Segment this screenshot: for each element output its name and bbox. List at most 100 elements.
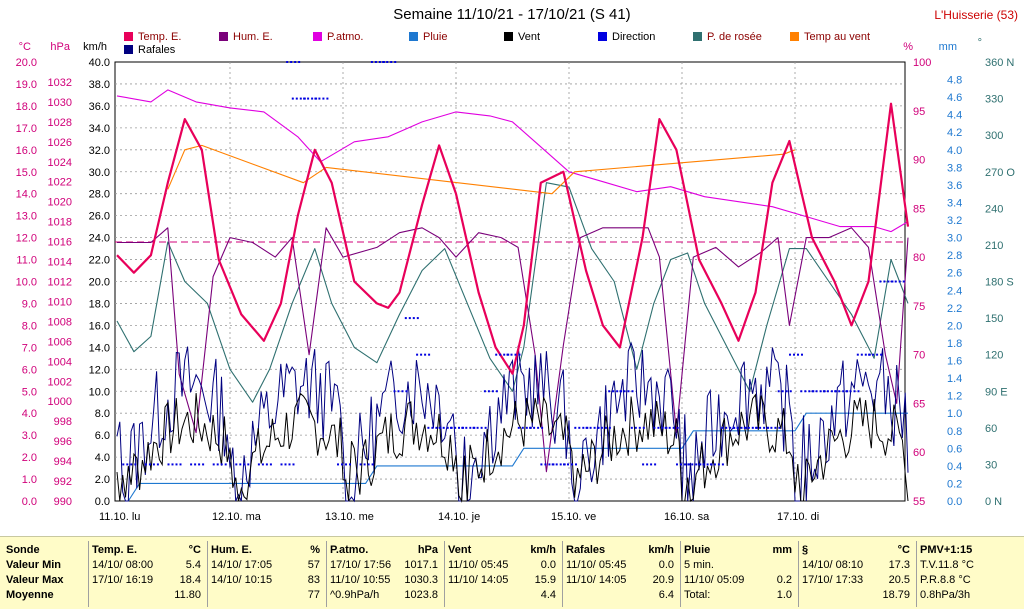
direction-mark <box>326 97 329 100</box>
direction-mark <box>341 463 343 466</box>
direction-mark <box>781 390 784 393</box>
direction-mark <box>668 426 671 429</box>
stats-rain-column: Pluie mm 5 min. 11/10/ 05:09 0.2 Total: 1.0 <box>684 544 792 601</box>
direction-mark <box>412 317 415 320</box>
direction-mark <box>653 426 656 429</box>
temp-tick-label: 13.0 <box>16 211 37 223</box>
direction-mark <box>540 463 543 466</box>
direction-mark <box>721 463 724 466</box>
direction-mark <box>202 463 205 466</box>
wind-tick-label: 38.0 <box>89 79 110 91</box>
rain-tick-label: 2.8 <box>947 250 962 262</box>
direction-mark <box>860 353 863 356</box>
direction-mark <box>826 390 829 393</box>
direction-mark <box>416 317 419 320</box>
direction-mark <box>695 463 698 466</box>
legend-item: Direction <box>598 31 655 43</box>
axis-unit-press: hPa <box>50 41 70 53</box>
direction-mark <box>318 97 321 100</box>
legend-label: Temp. E. <box>138 31 182 43</box>
wind-tick-label: 12.0 <box>89 364 110 376</box>
direction-mark <box>190 463 193 466</box>
direction-mark <box>691 463 694 466</box>
rain-tick-label: 3.8 <box>947 162 962 174</box>
direction-mark <box>544 463 547 466</box>
direction-mark <box>623 390 626 393</box>
dir-tick-label: 210 <box>985 240 1003 252</box>
direction-mark <box>853 390 856 393</box>
direction-mark <box>800 390 803 393</box>
direction-mark <box>604 426 607 429</box>
direction-mark <box>822 390 825 393</box>
direction-mark <box>808 390 811 393</box>
direction-mark <box>175 463 178 466</box>
temp-tick-label: 17.0 <box>16 123 37 135</box>
weather-chart: °C hPa km/h% mm ° 1.0 2.0 3.0 4.0 5.0 6.0 7.0 8.0 9.0… <box>16 37 1016 523</box>
press-tick-label: 1014 <box>48 257 72 269</box>
rain-tick-label: 4.2 <box>947 127 962 139</box>
site-name: L'Huisserie (53) <box>934 8 1018 22</box>
temp-tick-label: 5.0 <box>22 386 37 398</box>
press-tick-label: 1000 <box>48 396 72 408</box>
dir-tick-label: 30 <box>985 459 997 471</box>
press-tick-label: 1006 <box>48 336 72 348</box>
direction-mark <box>634 426 637 429</box>
temp-tick-label: 11.0 <box>16 255 37 267</box>
direction-mark <box>311 97 314 100</box>
direction-mark <box>450 426 452 429</box>
direction-mark <box>638 426 641 429</box>
direction-mark <box>872 353 875 356</box>
direction-mark <box>789 390 792 393</box>
axis-unit-dir: ° <box>978 37 982 49</box>
direction-mark <box>286 61 289 63</box>
direction-mark <box>284 463 287 466</box>
rain-tick-label: 0.8 <box>947 426 962 438</box>
direction-mark <box>883 280 886 283</box>
chart-axes: °C hPa km/h% mm ° 1.0 2.0 3.0 4.0 5.0 6.0 7.0 8.0 9.0… <box>16 37 1016 523</box>
press-tick-label: 1012 <box>48 277 72 289</box>
direction-mark <box>303 97 306 100</box>
direction-mark <box>766 426 769 429</box>
direction-mark <box>156 463 159 466</box>
direction-mark <box>616 390 619 393</box>
wind-tick-label: 0.0 <box>95 496 110 508</box>
direction-mark <box>887 280 890 283</box>
series-p-de-ros-e <box>116 182 909 403</box>
series-temp-au-vent <box>167 144 796 195</box>
direction-mark <box>559 463 562 466</box>
wind-tick-label: 16.0 <box>89 320 110 332</box>
direction-mark <box>582 426 585 429</box>
rain-tick-label: 4.6 <box>947 92 962 104</box>
legend-label: Vent <box>518 31 541 43</box>
direction-mark <box>743 426 746 429</box>
direction-mark <box>774 426 777 429</box>
direction-mark <box>261 463 264 466</box>
dir-tick-label: 270 O <box>985 167 1015 179</box>
legend-label: Hum. E. <box>233 31 273 43</box>
direction-mark <box>469 426 472 429</box>
direction-mark <box>408 317 411 320</box>
direction-mark <box>702 463 705 466</box>
direction-mark <box>171 463 174 466</box>
direction-mark <box>401 390 404 393</box>
hum-tick-label: 100 <box>913 57 931 69</box>
direction-mark <box>472 426 475 429</box>
direction-mark <box>797 353 799 356</box>
chart-grid <box>114 61 906 502</box>
press-tick-label: 998 <box>54 416 72 428</box>
series-temp-e- <box>116 102 910 375</box>
direction-mark <box>630 426 633 429</box>
rain-tick-label: 2.0 <box>947 320 962 332</box>
direction-mark <box>503 353 506 356</box>
direction-mark <box>510 353 513 356</box>
x-tick-label: 12.10. ma <box>212 511 262 523</box>
axis-unit-wind: km/h <box>83 41 107 53</box>
direction-mark <box>880 353 883 356</box>
direction-mark <box>676 426 679 429</box>
direction-mark <box>589 426 592 429</box>
direction-mark <box>759 426 762 429</box>
rain-tick-label: 1.8 <box>947 338 962 350</box>
axis-unit-temp: °C <box>19 41 31 53</box>
series-p-atmo- <box>116 89 909 233</box>
direction-mark <box>729 426 732 429</box>
